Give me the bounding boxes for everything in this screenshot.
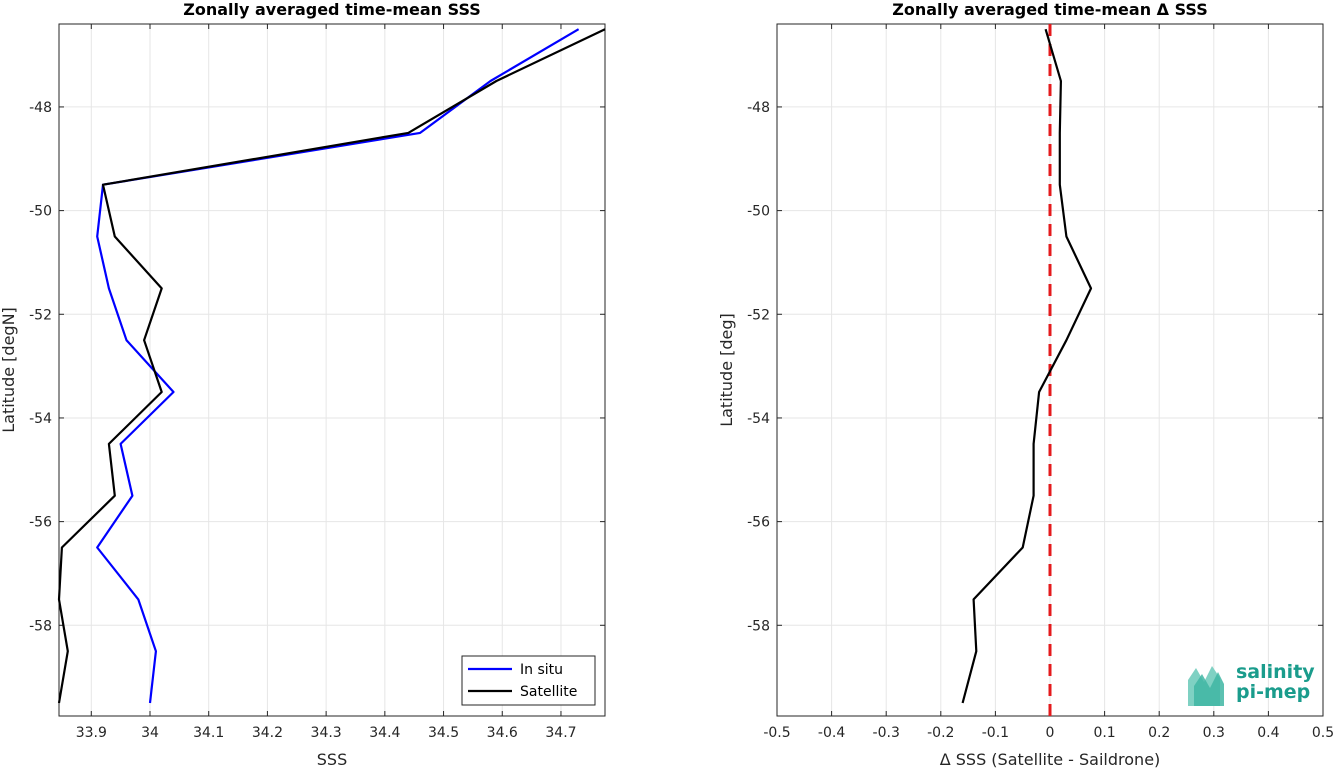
x-tick-label: 34.5 <box>428 725 459 741</box>
chart-title: Zonally averaged time-mean Δ SSS <box>892 0 1208 19</box>
x-tick-label: 0.3 <box>1203 725 1225 741</box>
legend: In situ Satellite <box>461 655 596 706</box>
x-tick-label: 34 <box>141 725 159 741</box>
y-tick-label: -54 <box>29 411 52 427</box>
y-tick-label: -48 <box>29 100 52 116</box>
x-tick-label: 34.2 <box>252 725 283 741</box>
y-tick-label: -48 <box>747 100 770 116</box>
series-line-satellite <box>57 28 606 704</box>
series-line-in-situ <box>96 28 580 704</box>
x-tick-label: 34.7 <box>545 725 576 741</box>
x-tick-label: -0.5 <box>763 725 790 741</box>
series-line-delta-sss <box>961 28 1093 704</box>
legend-label: In situ <box>520 662 563 678</box>
y-tick-label: -52 <box>747 307 770 323</box>
x-tick-label: 34.6 <box>487 725 518 741</box>
chart-title: Zonally averaged time-mean SSS <box>183 0 481 19</box>
legend-box <box>461 655 596 706</box>
x-tick-label: -0.4 <box>818 725 845 741</box>
x-tick-label: 0.4 <box>1257 725 1279 741</box>
y-tick-label: -54 <box>747 411 770 427</box>
salinity-pi-mep-logo: salinity pi-mep <box>1188 661 1315 706</box>
y-axis-label: Latitude [degN] <box>0 307 18 433</box>
y-tick-label: -52 <box>29 307 52 323</box>
x-tick-label: 34.1 <box>193 725 224 741</box>
x-axis-label: SSS <box>317 750 347 769</box>
y-tick-label: -58 <box>29 618 52 634</box>
x-axis-label: Δ SSS (Satellite - Saildrone) <box>940 750 1161 769</box>
y-tick-label: -50 <box>29 204 52 220</box>
delta-sss-panel: -0.5 -0.4 -0.3 -0.2 -0.1 0 0.1 0.2 0.3 0.4 0.5 -48 -… <box>717 0 1334 769</box>
logo-text-line2: pi-mep <box>1236 681 1310 703</box>
y-tick-label: -56 <box>29 515 52 531</box>
x-tick-label: 34.4 <box>369 725 400 741</box>
x-tick-label: 0.5 <box>1312 725 1334 741</box>
y-tick-label: -56 <box>747 515 770 531</box>
logo-text-line1: salinity <box>1236 661 1315 683</box>
x-tick-label: 34.3 <box>311 725 342 741</box>
x-tick-label: 0.2 <box>1148 725 1170 741</box>
y-tick-label: -58 <box>747 618 770 634</box>
x-tick-label: -0.3 <box>873 725 900 741</box>
sss-panel: 33.9 34 34.1 34.2 34.3 34.4 34.5 34.6 34.7 -48 -50… <box>0 0 606 769</box>
y-tick-label: -50 <box>747 204 770 220</box>
x-tick-label: -0.1 <box>982 725 1009 741</box>
x-tick-label: 0.1 <box>1093 725 1115 741</box>
x-tick-label: 33.9 <box>76 725 107 741</box>
y-axis-label: Latitude [deg] <box>717 313 736 427</box>
x-tick-label: 0 <box>1046 725 1055 741</box>
x-tick-label: -0.2 <box>927 725 954 741</box>
legend-label: Satellite <box>520 684 577 700</box>
